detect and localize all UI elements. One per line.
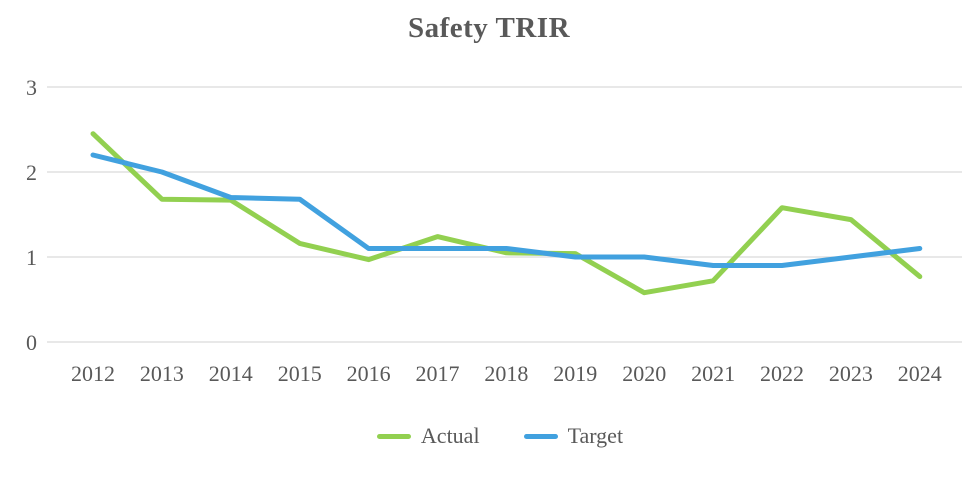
x-axis-label: 2015	[278, 361, 322, 386]
x-axis-label: 2013	[140, 361, 184, 386]
x-axis-label: 2014	[209, 361, 253, 386]
chart-title: Safety TRIR	[407, 12, 571, 44]
legend-swatch-target	[523, 433, 558, 439]
y-axis-label: 0	[26, 330, 37, 355]
x-axis-label: 2023	[829, 361, 873, 386]
target-line-series	[90, 152, 923, 268]
x-axis-label: 2021	[691, 361, 735, 386]
x-axis-label: 2018	[484, 361, 528, 386]
x-axis-label: 2020	[622, 361, 666, 386]
x-axis-label: 2016	[347, 361, 391, 386]
y-axis-label: 1	[26, 245, 37, 270]
x-axis-label: 2017	[416, 361, 460, 386]
y-axis-label: 3	[26, 75, 37, 100]
legend-item-actual: Actual	[376, 423, 480, 449]
chart-legend: Actual Target	[11, 423, 978, 449]
y-axis-label: 2	[26, 160, 37, 185]
legend-label-target: Target	[567, 423, 624, 448]
x-axis-label: 2022	[760, 361, 804, 386]
actual-line-series	[90, 131, 923, 296]
legend-item-target: Target	[523, 423, 624, 449]
x-axis-label: 2012	[71, 361, 115, 386]
legend-label-actual: Actual	[420, 423, 480, 448]
x-axis-label: 2019	[553, 361, 597, 386]
x-axis-label: 2024	[898, 361, 942, 386]
legend-swatch-actual	[376, 433, 411, 439]
